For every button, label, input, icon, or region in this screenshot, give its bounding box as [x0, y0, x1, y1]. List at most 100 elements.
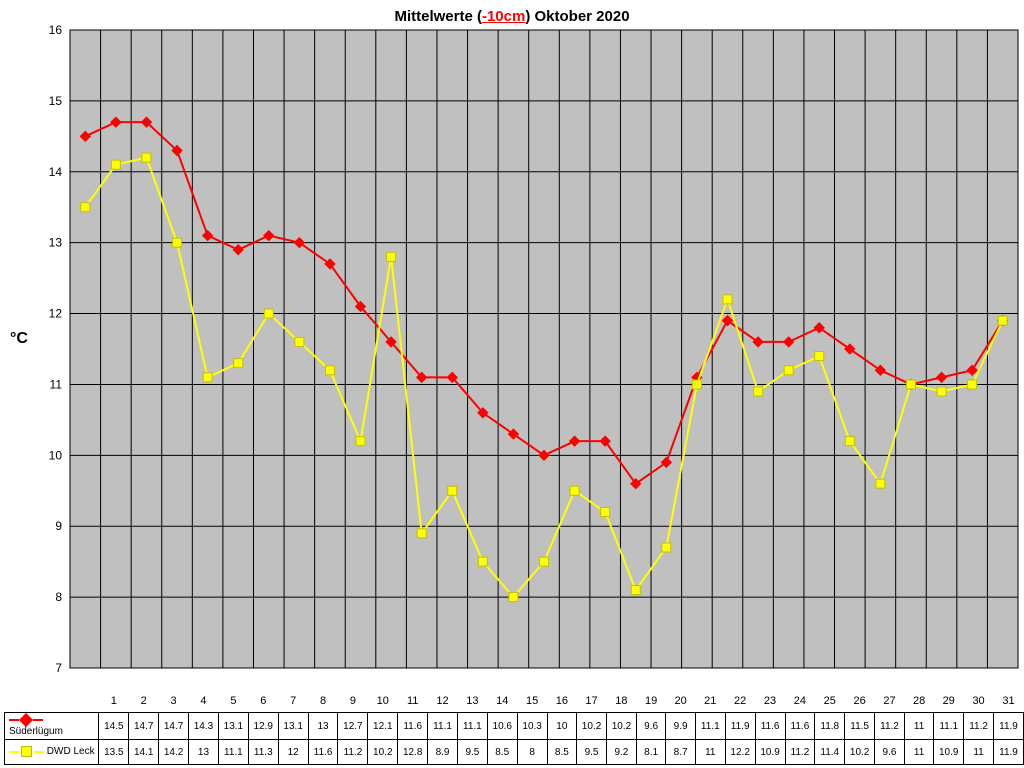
- value-cell: 14.2: [159, 740, 189, 765]
- value-cell: 8.1: [636, 740, 666, 765]
- table-row: Süderlügum14.514.714.714.313.112.913.113…: [5, 713, 1024, 740]
- value-cell: 11: [904, 740, 933, 765]
- x-tick: 29: [934, 690, 964, 713]
- value-cell: 11.2: [964, 713, 994, 740]
- value-cell: 13: [189, 740, 219, 765]
- value-cell: 14.7: [129, 713, 159, 740]
- x-axis-spacer: [5, 690, 99, 713]
- value-cell: 9.6: [636, 713, 666, 740]
- x-tick: 18: [606, 690, 636, 713]
- value-cell: 9.6: [875, 740, 905, 765]
- data-table: 1234567891011121314151617181920212223242…: [4, 690, 1024, 765]
- value-cell: 11.6: [755, 713, 785, 740]
- value-cell: 11.3: [248, 740, 278, 765]
- svg-text:12: 12: [49, 307, 63, 321]
- svg-text:9: 9: [55, 519, 62, 533]
- value-cell: 11.1: [934, 713, 964, 740]
- series-name: Süderlügum: [9, 726, 63, 737]
- x-tick: 16: [547, 690, 577, 713]
- x-tick: 7: [278, 690, 308, 713]
- chart-container: Mittelwerte (-10cm) Oktober 2020 °C 7891…: [0, 0, 1024, 768]
- svg-text:10: 10: [49, 448, 63, 462]
- svg-text:8: 8: [55, 590, 62, 604]
- value-cell: 10.2: [368, 740, 398, 765]
- legend-cell: DWD Leck: [5, 740, 99, 765]
- value-cell: 11.6: [785, 713, 815, 740]
- square-marker-icon: [21, 746, 32, 757]
- value-cell: 9.5: [457, 740, 487, 765]
- value-cell: 13.1: [278, 713, 308, 740]
- value-cell: 12.7: [338, 713, 368, 740]
- legend-cell: Süderlügum: [5, 713, 99, 740]
- svg-text:14: 14: [49, 165, 63, 179]
- value-cell: 10.6: [487, 713, 517, 740]
- value-cell: 9.2: [606, 740, 636, 765]
- value-cell: 14.5: [99, 713, 129, 740]
- value-cell: 11.2: [785, 740, 815, 765]
- value-cell: 8: [517, 740, 547, 765]
- x-tick: 24: [785, 690, 815, 713]
- x-tick: 30: [964, 690, 994, 713]
- y-axis-label: °C: [10, 330, 28, 348]
- svg-text:7: 7: [55, 661, 62, 675]
- value-cell: 13.1: [218, 713, 248, 740]
- svg-text:15: 15: [49, 94, 63, 108]
- value-cell: 11.8: [815, 713, 845, 740]
- value-cell: 14.1: [129, 740, 159, 765]
- value-cell: 12.8: [398, 740, 428, 765]
- title-depth: -10cm: [482, 8, 525, 25]
- value-cell: 10.2: [577, 713, 607, 740]
- value-cell: 11.4: [815, 740, 845, 765]
- x-tick: 3: [159, 690, 189, 713]
- value-cell: 13.5: [99, 740, 129, 765]
- x-tick: 21: [695, 690, 725, 713]
- value-cell: 11: [695, 740, 725, 765]
- chart-title: Mittelwerte (-10cm) Oktober 2020: [0, 8, 1024, 25]
- x-axis-row: 1234567891011121314151617181920212223242…: [5, 690, 1024, 713]
- value-cell: 12.9: [248, 713, 278, 740]
- value-cell: 10: [547, 713, 577, 740]
- x-tick: 13: [457, 690, 487, 713]
- x-tick: 2: [129, 690, 159, 713]
- x-tick: 5: [218, 690, 248, 713]
- x-tick: 22: [725, 690, 755, 713]
- value-cell: 14.7: [159, 713, 189, 740]
- value-cell: 9.9: [666, 713, 696, 740]
- table-row: DWD Leck13.514.114.21311.111.31211.611.2…: [5, 740, 1024, 765]
- value-cell: 11.1: [457, 713, 487, 740]
- svg-text:11: 11: [50, 377, 63, 391]
- x-tick: 15: [517, 690, 547, 713]
- value-cell: 11.1: [695, 713, 725, 740]
- value-cell: 11.9: [993, 740, 1023, 765]
- value-cell: 8.7: [666, 740, 696, 765]
- value-cell: 13: [308, 713, 338, 740]
- value-cell: 14.3: [189, 713, 219, 740]
- x-tick: 19: [636, 690, 666, 713]
- series-name: DWD Leck: [47, 747, 95, 758]
- x-tick: 14: [487, 690, 517, 713]
- x-tick: 12: [428, 690, 458, 713]
- x-tick: 31: [993, 690, 1023, 713]
- value-cell: 10.2: [845, 740, 875, 765]
- value-cell: 11.2: [338, 740, 368, 765]
- value-cell: 10.3: [517, 713, 547, 740]
- x-tick: 20: [666, 690, 696, 713]
- value-cell: 11.6: [398, 713, 428, 740]
- value-cell: 11.6: [308, 740, 338, 765]
- value-cell: 11.9: [993, 713, 1023, 740]
- value-cell: 11.5: [845, 713, 875, 740]
- x-tick: 1: [99, 690, 129, 713]
- title-prefix: Mittelwerte (: [394, 8, 482, 25]
- value-cell: 8.9: [428, 740, 458, 765]
- x-tick: 26: [845, 690, 875, 713]
- x-tick: 28: [904, 690, 933, 713]
- x-tick: 10: [368, 690, 398, 713]
- value-cell: 8.5: [547, 740, 577, 765]
- x-tick: 4: [189, 690, 219, 713]
- value-cell: 12.1: [368, 713, 398, 740]
- value-cell: 11: [904, 713, 933, 740]
- plot-area: 78910111213141516: [70, 30, 1018, 668]
- value-cell: 11.1: [428, 713, 458, 740]
- x-tick: 9: [338, 690, 368, 713]
- value-cell: 8.5: [487, 740, 517, 765]
